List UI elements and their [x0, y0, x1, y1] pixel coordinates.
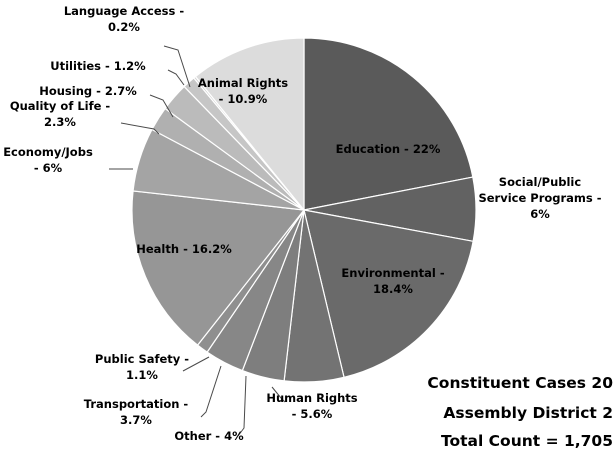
chart-title: Constituent Cases 20 Assembly District 2… — [427, 374, 613, 449]
slice-label-public-safety: Public Safety - 1.1% — [95, 352, 189, 382]
slice-label-line: Service Programs - — [478, 191, 601, 205]
slice-label-line: Education - 22% — [336, 142, 441, 156]
slice-label-line: Language Access - — [64, 4, 185, 18]
leader-line-quality-of-life — [120, 122, 160, 135]
title-line-3: Total Count = 1,705 — [441, 432, 613, 449]
slice-label-other: Other - 4% — [174, 429, 244, 443]
leader-line-other — [237, 375, 247, 437]
pie-slice-environmental — [303, 209, 474, 379]
slice-label-line: Environmental - — [341, 266, 444, 280]
slice-label-line: Animal Rights — [198, 76, 288, 90]
slice-label-education: Education - 22% — [336, 142, 441, 156]
slice-label-line: Other - 4% — [174, 429, 244, 443]
pie-slice-health — [131, 190, 306, 346]
slice-label-line: 1.1% — [126, 368, 158, 382]
slice-label-line: 18.4% — [373, 282, 413, 296]
slice-label-line: Housing - 2.7% — [39, 84, 137, 98]
slice-label-line: 2.3% — [44, 115, 76, 129]
leader-line-housing — [149, 94, 174, 118]
slice-label-utilities: Utilities - 1.2% — [50, 59, 146, 73]
slice-label-social-public-service-programs: Social/Public Service Programs - 6% — [478, 175, 601, 221]
slice-label-line: Economy/Jobs — [3, 145, 93, 159]
slice-label-environmental: Environmental - 18.4% — [341, 266, 444, 296]
slice-label-line: Utilities - 1.2% — [50, 59, 146, 73]
slice-label-line: - 5.6% — [292, 407, 333, 421]
pie-slices — [131, 37, 477, 383]
slice-labels: Education - 22% Social/Public Service Prog… — [3, 4, 602, 443]
slice-label-health: Health - 16.2% — [136, 242, 232, 256]
leader-line-public-safety — [182, 356, 210, 372]
slice-label-economy-jobs: Economy/Jobs - 6% — [3, 145, 93, 175]
slice-label-human-rights: Human Rights - 5.6% — [266, 391, 357, 421]
title-line-1: Constituent Cases 20 — [427, 374, 613, 392]
slice-label-line: Public Safety - — [95, 352, 189, 366]
slice-label-line: Social/Public — [499, 175, 582, 189]
pie-slice-education — [303, 37, 474, 211]
leader-lines — [109, 45, 286, 437]
slice-label-transportation: Transportation - 3.7% — [84, 397, 189, 427]
leader-line-utilities — [167, 69, 185, 86]
slice-label-line: Human Rights — [266, 391, 357, 405]
slice-label-line: Transportation - — [84, 397, 189, 411]
slice-label-animal-rights: Animal Rights - 10.9% — [198, 76, 288, 106]
slice-label-line: Health - 16.2% — [136, 242, 232, 256]
slice-label-line: 0.2% — [108, 20, 140, 34]
pie-slice-animal-rights — [194, 37, 305, 212]
slice-label-line: 3.7% — [120, 413, 152, 427]
slice-label-line: 6% — [530, 207, 550, 221]
leader-line-language-access — [163, 45, 191, 88]
title-line-2: Assembly District 2 — [443, 404, 613, 422]
slice-label-housing: Housing - 2.7% — [39, 84, 137, 98]
leader-line-transportation — [200, 365, 222, 418]
slice-label-line: Quality of Life - — [10, 99, 111, 113]
slice-label-language-access: Language Access - 0.2% — [64, 4, 185, 34]
leader-line-human-rights — [271, 386, 286, 403]
slice-label-line: - 6% — [34, 161, 63, 175]
slice-label-quality-of-life: Quality of Life - 2.3% — [10, 99, 111, 129]
slice-label-line: - 10.9% — [219, 92, 268, 106]
